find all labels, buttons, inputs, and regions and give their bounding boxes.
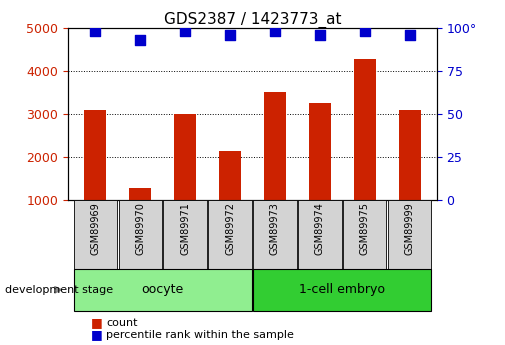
- FancyBboxPatch shape: [74, 200, 117, 269]
- Bar: [398, 110, 421, 200]
- Bar: [129, 188, 152, 200]
- Bar: [219, 150, 241, 200]
- FancyBboxPatch shape: [388, 200, 431, 269]
- Text: count: count: [106, 318, 137, 327]
- Text: GSM89973: GSM89973: [270, 202, 280, 255]
- Point: [361, 28, 369, 34]
- Text: GSM89999: GSM89999: [405, 202, 415, 255]
- Point: [136, 37, 144, 42]
- Text: GSM89970: GSM89970: [135, 202, 145, 255]
- Bar: [264, 92, 286, 200]
- Text: 1-cell embryo: 1-cell embryo: [299, 283, 385, 296]
- Title: GDS2387 / 1423773_at: GDS2387 / 1423773_at: [164, 11, 341, 28]
- Point: [271, 28, 279, 34]
- Point: [91, 28, 99, 34]
- Bar: [174, 114, 196, 200]
- Text: GSM89969: GSM89969: [90, 202, 100, 255]
- FancyBboxPatch shape: [74, 269, 251, 310]
- Text: GSM89971: GSM89971: [180, 202, 190, 255]
- Point: [406, 32, 414, 37]
- Text: GSM89974: GSM89974: [315, 202, 325, 255]
- FancyBboxPatch shape: [209, 200, 251, 269]
- FancyBboxPatch shape: [254, 269, 431, 310]
- Bar: [84, 110, 107, 200]
- Text: oocyte: oocyte: [141, 283, 184, 296]
- FancyBboxPatch shape: [119, 200, 162, 269]
- FancyBboxPatch shape: [254, 200, 296, 269]
- FancyBboxPatch shape: [298, 200, 341, 269]
- Bar: [354, 59, 376, 200]
- Text: GSM89972: GSM89972: [225, 202, 235, 255]
- Bar: [309, 103, 331, 200]
- Point: [316, 32, 324, 37]
- Text: ■: ■: [91, 316, 103, 329]
- FancyBboxPatch shape: [164, 200, 207, 269]
- Point: [226, 32, 234, 37]
- FancyBboxPatch shape: [343, 200, 386, 269]
- Text: percentile rank within the sample: percentile rank within the sample: [106, 330, 294, 339]
- Text: development stage: development stage: [5, 285, 113, 295]
- Text: GSM89975: GSM89975: [360, 202, 370, 255]
- Text: ■: ■: [91, 328, 103, 341]
- Point: [181, 28, 189, 34]
